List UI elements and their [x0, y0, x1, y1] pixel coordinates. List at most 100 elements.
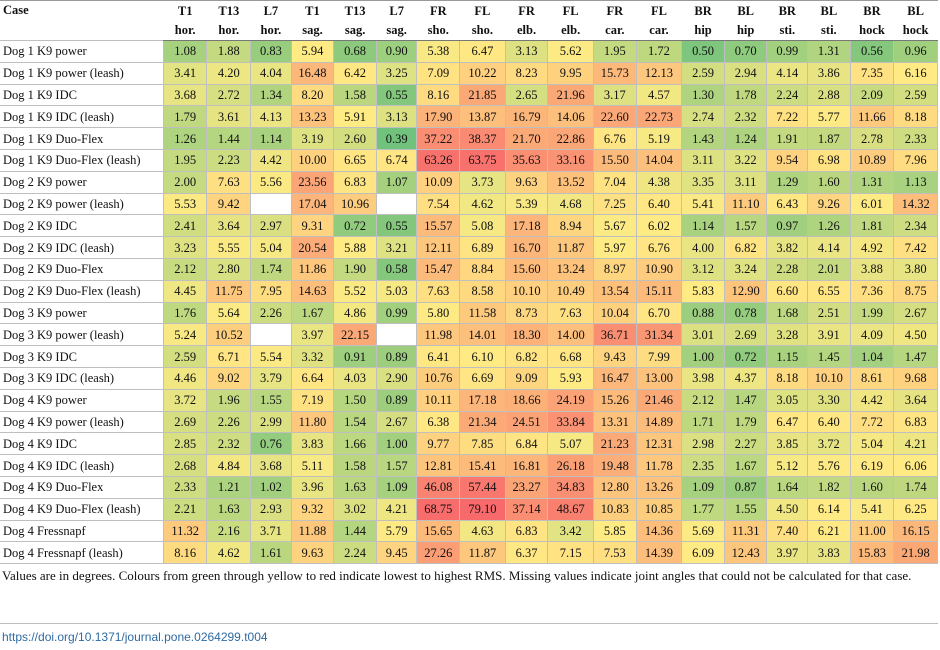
table-cell: 1.95	[162, 148, 208, 172]
table-cell: 8.75	[893, 279, 938, 303]
table-header: Case T1 T13 L7 T1 T13 L7 FR FL FR FL FR FL BR BL BR BL B…	[0, 0, 938, 41]
table-row: Dog 3 K9 power 1.76 5.64 2.26 1.67 4.86 0.99 5.…	[0, 301, 938, 325]
table-cell: 0.76	[250, 432, 292, 456]
table-cell: 6.76	[593, 127, 637, 150]
table-cell: 21.98	[893, 541, 938, 565]
table-cell: 9.02	[206, 366, 252, 390]
table-cell: 5.55	[206, 236, 252, 259]
table-cell: 4.09	[849, 323, 895, 347]
table-cell: 19.48	[593, 454, 637, 477]
table-cell: 3.13	[375, 105, 418, 129]
table-cell: 3.82	[766, 236, 809, 259]
table-cell: 3.19	[290, 127, 335, 150]
table-cell: 3.24	[723, 257, 768, 281]
table-cell: 9.68	[893, 366, 938, 390]
case-label: Dog 2 K9 power	[0, 170, 164, 194]
table-cell: 7.99	[635, 345, 683, 368]
table-cell: 15.65	[416, 519, 461, 543]
table-row: Dog 2 K9 power (leash) 5.53 9.42 17.04 10.96…	[0, 192, 938, 216]
table-cell: 10.76	[416, 366, 461, 390]
column-header-joint: FR	[416, 0, 460, 20]
table-cell: 3.68	[162, 83, 208, 107]
table-cell: 3.02	[333, 497, 377, 521]
column-header-plane: car.	[636, 20, 682, 41]
table-cell: 6.10	[459, 345, 506, 368]
table-cell: 18.66	[504, 388, 549, 412]
table-cell: 16.47	[593, 366, 637, 390]
table-cell: 3.11	[681, 148, 725, 172]
table-cell: 6.09	[681, 541, 725, 565]
table-cell-missing	[250, 323, 292, 347]
table-row: Dog 1 K9 power 1.08 1.88 0.83 5.94 0.68 0.90 5.…	[0, 40, 938, 63]
case-label: Dog 4 K9 power (leash)	[0, 410, 164, 434]
table-cell: 7.19	[290, 388, 335, 412]
table-cell: 13.23	[290, 105, 335, 129]
case-label: Dog 4 Fressnapf (leash)	[0, 541, 164, 565]
table-cell: 68.75	[416, 497, 461, 521]
table-cell: 5.38	[416, 40, 461, 63]
table-cell: 3.21	[375, 236, 418, 259]
table-cell: 2.27	[723, 432, 768, 456]
case-label: Dog 1 K9 power (leash)	[0, 61, 164, 85]
table-cell: 3.97	[290, 323, 335, 347]
table-cell: 2.69	[162, 410, 208, 434]
table-cell: 1.72	[635, 40, 683, 63]
table-cell: 34.83	[547, 475, 594, 499]
table-cell: 1.87	[807, 127, 851, 150]
table-cell: 8.97	[593, 257, 637, 281]
table-cell: 5.41	[849, 497, 895, 521]
table-cell: 11.75	[206, 279, 252, 303]
table-cell: 21.70	[504, 127, 549, 150]
table-cell: 13.00	[635, 366, 683, 390]
table-cell: 6.82	[504, 345, 549, 368]
table-cell: 6.40	[807, 410, 851, 434]
table-cell: 4.13	[250, 105, 292, 129]
table-cell: 26.18	[547, 454, 594, 477]
table-cell: 24.19	[547, 388, 594, 412]
doi-link[interactable]: https://doi.org/10.1371/journal.pone.026…	[2, 630, 268, 644]
table-cell: 4.04	[250, 61, 292, 85]
table-cell: 5.04	[849, 432, 895, 456]
table-cell: 3.61	[206, 105, 252, 129]
table-row: Dog 2 K9 IDC (leash) 3.23 5.55 5.04 20.54 5.8…	[0, 236, 938, 259]
table-cell: 6.38	[416, 410, 461, 434]
table-cell: 4.00	[681, 236, 725, 259]
table-cell: 1.14	[681, 214, 725, 238]
table-cell: 8.18	[766, 366, 809, 390]
case-label: Dog 2 K9 IDC	[0, 214, 164, 238]
table-row: Dog 4 K9 power 3.72 1.96 1.55 7.19 1.50 0.89 10…	[0, 388, 938, 412]
table-cell: 2.00	[162, 170, 208, 194]
table-cell: 6.19	[849, 454, 895, 477]
table-cell-missing	[250, 192, 292, 216]
table-cell: 2.59	[893, 83, 938, 107]
column-header-joint: T13	[206, 0, 251, 20]
table-row: Dog 4 K9 Duo-Flex (leash) 2.21 1.63 2.93 9.3…	[0, 497, 938, 521]
table-cell: 4.68	[547, 192, 594, 216]
table-cell: 1.31	[807, 40, 851, 63]
table-cell: 11.58	[459, 301, 506, 325]
table-cell: 9.26	[807, 192, 851, 216]
table-cell: 15.50	[593, 148, 637, 172]
table-cell: 1.57	[375, 454, 418, 477]
table-cell: 2.51	[807, 301, 851, 325]
table-cell: 5.08	[459, 214, 506, 238]
table-cell: 4.50	[893, 323, 938, 347]
table-cell: 0.55	[375, 214, 418, 238]
table-cell: 2.12	[162, 257, 208, 281]
table-cell: 10.52	[206, 323, 252, 347]
table-cell: 1.67	[290, 301, 335, 325]
table-cell: 4.42	[849, 388, 895, 412]
case-label: Dog 4 K9 power	[0, 388, 164, 412]
table-cell: 11.66	[849, 105, 895, 129]
table-cell: 11.87	[547, 236, 594, 259]
column-header-joint: BL	[724, 0, 767, 20]
table-cell: 13.54	[593, 279, 637, 303]
table-cell: 48.67	[547, 497, 594, 521]
table-cell: 6.89	[459, 236, 506, 259]
table-cell: 1.60	[807, 170, 851, 194]
table-cell: 0.87	[723, 475, 768, 499]
table-cell: 5.88	[333, 236, 377, 259]
table-cell: 3.12	[681, 257, 725, 281]
column-header-joint: BL	[807, 0, 851, 20]
table-cell: 1.66	[333, 432, 377, 456]
